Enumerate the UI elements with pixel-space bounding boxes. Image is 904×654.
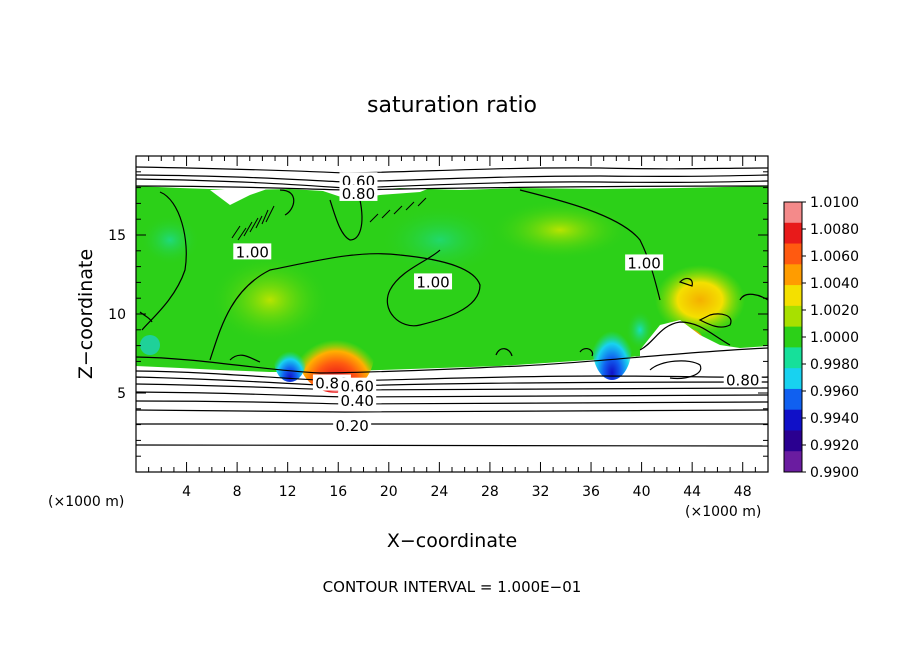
colorbar-swatch bbox=[784, 285, 802, 307]
contour-label-bg bbox=[723, 371, 762, 388]
colorbar-swatch bbox=[784, 368, 802, 390]
colorbar-swatch bbox=[784, 388, 802, 411]
contour-label: 1.00 bbox=[236, 243, 269, 261]
colorbar-label: 0.9940 bbox=[810, 411, 859, 427]
colorbar-swatch bbox=[784, 202, 802, 224]
colorbar-swatch bbox=[784, 243, 802, 265]
contour-label-bg bbox=[625, 254, 664, 271]
contour-label-bg bbox=[414, 273, 453, 290]
colorbar-label: 1.0040 bbox=[810, 276, 859, 292]
colorbar-swatch bbox=[784, 451, 802, 473]
contour-label-bg bbox=[233, 243, 272, 260]
contour-labels: 0.600.801.001.001.000.800.600.400.200.80 bbox=[233, 172, 762, 435]
colorbar-swatch bbox=[784, 326, 802, 348]
x-tick-labels: 4 8 12 16 20 24 28 32 36 40 44 48 bbox=[182, 484, 752, 500]
x-tick-label: 8 bbox=[233, 484, 242, 500]
colorbar-swatch bbox=[784, 430, 802, 452]
contour-label: 0.60 bbox=[340, 378, 373, 396]
contour-label-bg bbox=[333, 417, 372, 434]
colorbar-swatch bbox=[784, 409, 802, 431]
y-tick-label: 5 bbox=[117, 386, 126, 402]
x-tick-label: 40 bbox=[633, 484, 651, 500]
chart-title: saturation ratio bbox=[367, 93, 537, 118]
x-unit-right: (×1000 m) bbox=[685, 504, 761, 520]
y-axis-label: Z−coordinate bbox=[75, 249, 97, 379]
colorbar-label: 1.0060 bbox=[810, 249, 859, 265]
x-tick-label: 48 bbox=[734, 484, 752, 500]
x-tick-label: 24 bbox=[430, 484, 448, 500]
y-tick-label: 15 bbox=[108, 228, 126, 244]
contour-label: 0.40 bbox=[340, 392, 373, 410]
axis-ticks bbox=[136, 156, 768, 472]
x-tick-label: 28 bbox=[481, 484, 499, 500]
plot-area bbox=[136, 156, 768, 472]
contour-label-bg bbox=[339, 172, 378, 189]
x-tick-label: 36 bbox=[582, 484, 600, 500]
colorbar-label: 1.0020 bbox=[810, 303, 859, 319]
contour-label: 0.80 bbox=[726, 371, 759, 389]
x-axis-label: X−coordinate bbox=[387, 530, 517, 552]
y-tick-labels: 5 10 15 bbox=[108, 228, 126, 402]
contour-label: 1.00 bbox=[416, 273, 449, 291]
x-tick-label: 16 bbox=[329, 484, 347, 500]
colorbar-label: 0.9960 bbox=[810, 384, 859, 400]
contour-label-bg bbox=[338, 391, 377, 408]
colorbar-label: 1.0100 bbox=[810, 195, 859, 211]
contour-label: 1.00 bbox=[627, 254, 660, 272]
contour-interval-note: CONTOUR INTERVAL = 1.000E−01 bbox=[323, 578, 582, 596]
contour-label: 0.80 bbox=[342, 185, 375, 203]
x-tick-label: 20 bbox=[380, 484, 398, 500]
x-unit-left: (×1000 m) bbox=[48, 494, 124, 510]
colorbar-swatch bbox=[784, 222, 802, 245]
colorbar-swatch bbox=[784, 305, 802, 328]
colorbar-label: 0.9980 bbox=[810, 357, 859, 373]
colorbar: 1.0100 1.0080 1.0060 1.0040 1.0020 1.0000 0.99… bbox=[783, 195, 859, 481]
x-tick-label: 12 bbox=[279, 484, 297, 500]
colorbar-label: 0.9920 bbox=[810, 438, 859, 454]
colorbar-swatch bbox=[784, 347, 802, 369]
x-tick-label: 32 bbox=[532, 484, 550, 500]
x-tick-label: 44 bbox=[683, 484, 701, 500]
colorbar-label: 1.0000 bbox=[810, 330, 859, 346]
colorbar-swatch bbox=[784, 264, 802, 286]
colorbar-label: 1.0080 bbox=[810, 222, 859, 238]
contour-label-bg bbox=[338, 377, 377, 394]
contour-label: 0.20 bbox=[335, 417, 368, 435]
contour-label-bg bbox=[339, 184, 378, 201]
x-tick-label: 4 bbox=[182, 484, 191, 500]
colorbar-label: 0.9900 bbox=[810, 465, 859, 481]
y-tick-label: 10 bbox=[108, 307, 126, 323]
